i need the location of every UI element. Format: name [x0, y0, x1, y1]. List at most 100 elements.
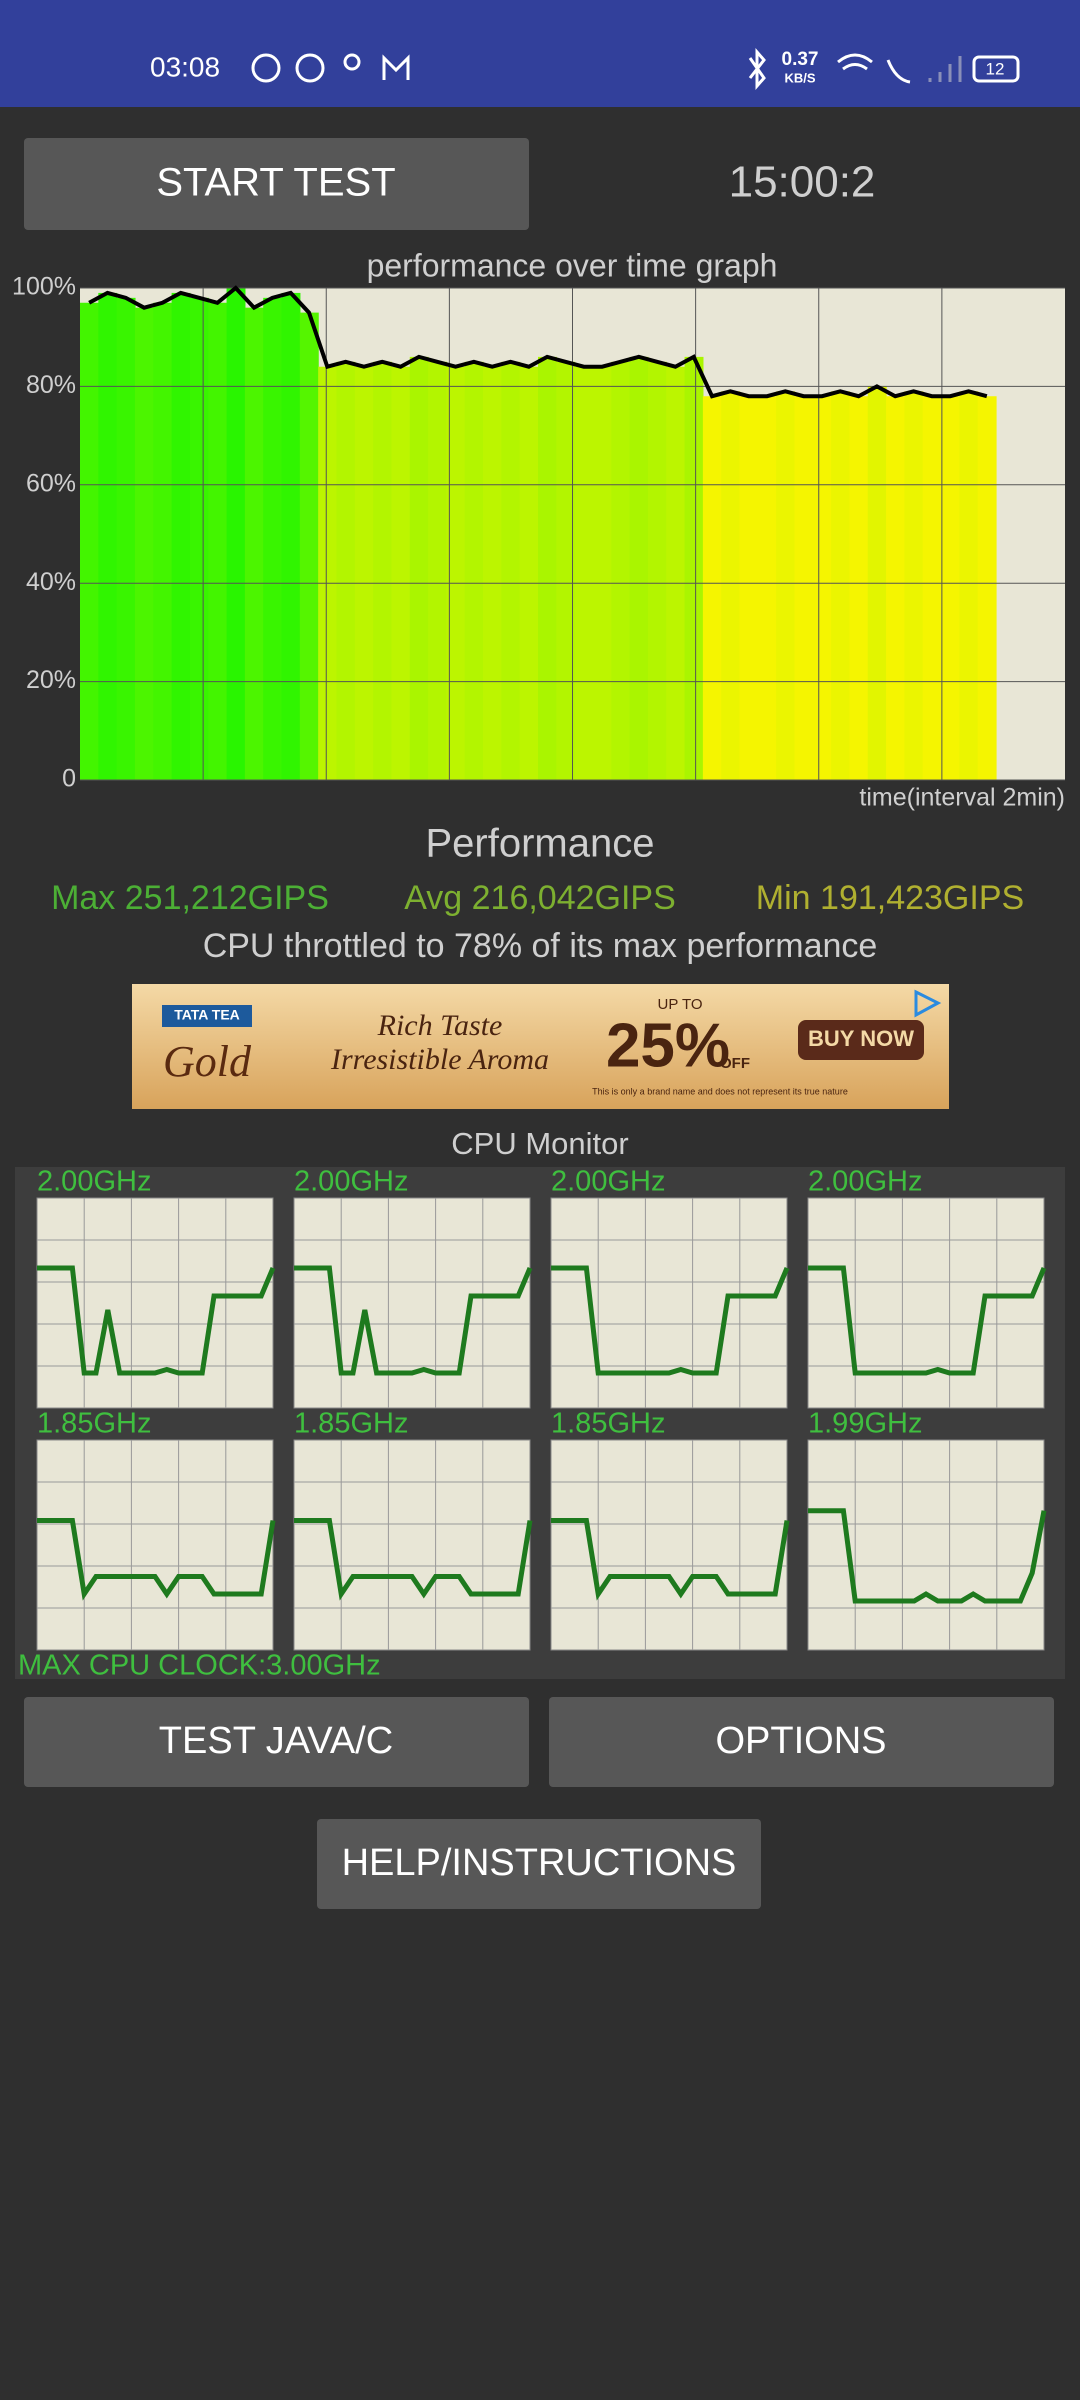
ad-up-to: UP TO — [657, 996, 702, 1013]
help-label[interactable]: HELP/INSTRUCTIONS — [342, 1842, 737, 1884]
performance-bar — [812, 396, 832, 780]
core-frequency: 2.00GHz — [37, 1166, 151, 1198]
core-graph-area — [293, 1197, 531, 1409]
net-speed: 0.37 — [782, 49, 819, 70]
core-frequency-line — [37, 1518, 276, 1601]
ad-off: OFF — [720, 1055, 750, 1072]
options-button[interactable] — [549, 1697, 1054, 1787]
performance-bar — [941, 396, 960, 780]
notification-icons — [251, 53, 410, 83]
core-graph-area — [550, 1197, 788, 1409]
performance-bar — [391, 366, 411, 780]
ad-discount: 25% — [606, 1011, 730, 1080]
performance-line — [88, 285, 988, 399]
ad-cta[interactable]: BUY NOW — [808, 1026, 914, 1051]
y-tick-label: 80% — [26, 371, 76, 399]
y-tick-label: 100% — [12, 273, 76, 301]
core-graph-area — [807, 1439, 1045, 1651]
performance-bar — [574, 366, 594, 780]
performance-bar — [886, 396, 905, 780]
performance-bar — [226, 288, 246, 780]
performance-bar — [629, 356, 649, 780]
chart-title: performance over time graph — [367, 247, 778, 283]
max-cpu-clock: MAX CPU CLOCK:3.00GHz — [18, 1650, 381, 1682]
core-frequency-line — [294, 1265, 533, 1376]
core-graph-area — [550, 1439, 788, 1651]
core-graph-area — [36, 1197, 274, 1409]
status-time: 03:08 — [150, 51, 220, 82]
performance-bar — [134, 307, 154, 780]
help-button[interactable] — [317, 1819, 761, 1909]
ad-line1: Rich Taste — [377, 1009, 503, 1042]
core-frequency: 1.85GHz — [294, 1408, 408, 1440]
performance-bar — [446, 366, 466, 780]
y-tick-label: 0 — [62, 765, 76, 793]
performance-bar — [684, 356, 704, 780]
ad-banner[interactable]: TATA TEA Gold Rich Taste Irresistible Ar… — [132, 984, 949, 1109]
start-test-label[interactable]: START TEST — [156, 161, 395, 205]
core-frequency: 1.85GHz — [37, 1408, 151, 1440]
performance-bar — [592, 366, 612, 780]
performance-bar — [464, 361, 484, 780]
avg-performance: Avg 216,042GIPS — [404, 879, 676, 917]
performance-bar — [409, 356, 429, 780]
throttle-summary: CPU throttled to 78% of its max performa… — [203, 927, 878, 965]
core-frequency: 2.00GHz — [294, 1166, 408, 1198]
performance-bar — [849, 396, 869, 780]
ad-disclaimer: This is only a brand name and does not r… — [592, 1086, 848, 1096]
core-frequency-line — [808, 1508, 1047, 1604]
performance-bar — [977, 396, 997, 780]
core-graph-area — [807, 1197, 1045, 1409]
performance-bar — [354, 366, 374, 780]
cpu-cores: 2.00GHz 2.00GHz 2.00GHz 2.00GHz 1.85GHz 1.85G… — [36, 1166, 1047, 1651]
performance-bar — [519, 366, 539, 780]
performance-bar — [666, 366, 686, 780]
ad-choices-icon[interactable] — [914, 989, 942, 1018]
performance-bar — [959, 391, 979, 780]
performance-bar — [922, 396, 942, 780]
core-frequency: 1.85GHz — [551, 1408, 665, 1440]
test-java-c-button[interactable] — [24, 1697, 529, 1787]
ad-cta-button[interactable] — [798, 1020, 924, 1060]
net-unit: KB/S — [784, 70, 815, 85]
performance-title: Performance — [426, 822, 655, 866]
performance-bar — [98, 292, 118, 780]
ad-logo-band — [162, 1005, 252, 1027]
core-frequency: 2.00GHz — [551, 1166, 665, 1198]
performance-bar — [739, 396, 759, 780]
performance-chart: 0 20% 40% 60% 80% 100% — [12, 273, 1065, 793]
performance-bar — [244, 307, 264, 780]
status-bar — [0, 0, 1080, 107]
ad-brand: Gold — [163, 1037, 252, 1086]
performance-bar — [281, 292, 301, 780]
performance-bar — [721, 391, 741, 780]
performance-bar — [171, 292, 191, 780]
core-frequency: 1.99GHz — [808, 1408, 922, 1440]
performance-bar — [116, 297, 136, 780]
options-label[interactable]: OPTIONS — [715, 1720, 886, 1762]
timer: 15:00:2 — [729, 158, 876, 207]
ad-brand-top: TATA TEA — [174, 1007, 240, 1023]
performance-bar — [483, 366, 502, 780]
performance-bar — [501, 361, 521, 780]
core-graph-area — [293, 1439, 531, 1651]
performance-bar — [702, 396, 722, 780]
performance-bar — [80, 302, 99, 780]
performance-bar — [189, 297, 209, 780]
test-java-c-label[interactable]: TEST JAVA/C — [159, 1720, 393, 1762]
core-frequency-line — [808, 1265, 1047, 1376]
y-tick-label: 40% — [26, 568, 76, 596]
performance-bar — [538, 356, 557, 780]
battery-level: 12 — [986, 59, 1005, 78]
core-frequency: 2.00GHz — [808, 1166, 922, 1198]
system-icons — [748, 48, 1020, 90]
performance-bar — [904, 391, 924, 780]
core-frequency-line — [294, 1518, 533, 1601]
performance-bar — [428, 361, 447, 780]
start-test-button[interactable] — [24, 138, 529, 230]
performance-bar — [208, 302, 228, 780]
performance-bar — [611, 361, 631, 780]
x-axis-label: time(interval 2min) — [859, 784, 1065, 812]
